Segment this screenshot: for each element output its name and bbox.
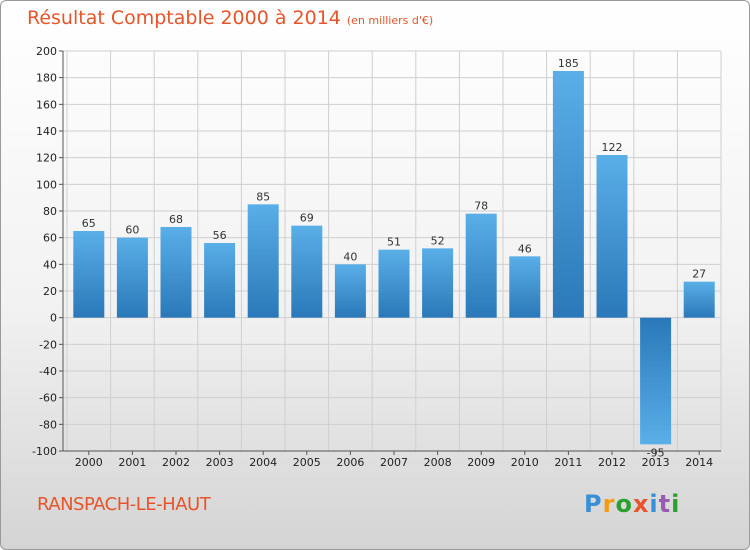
y-tick-label: 40 xyxy=(43,258,57,271)
value-label-2004: 85 xyxy=(256,190,270,203)
bar-2011 xyxy=(552,71,584,318)
x-tick-label: 2008 xyxy=(424,456,452,469)
bar-2004 xyxy=(247,204,279,318)
chart-title-unit: (en milliers d'€) xyxy=(346,14,434,27)
bar-2012 xyxy=(596,155,628,318)
y-tick-label: 200 xyxy=(36,45,57,58)
x-tick-label: 2013 xyxy=(642,456,670,469)
bar-2000 xyxy=(73,231,105,318)
value-label-2003: 56 xyxy=(213,229,227,242)
value-label-2010: 46 xyxy=(518,242,532,255)
bar-2001 xyxy=(116,237,148,318)
bar-2002 xyxy=(160,227,192,318)
logo-letter: i xyxy=(671,490,681,518)
y-tick-label: -80 xyxy=(39,418,57,431)
y-tick-label: 160 xyxy=(36,98,57,111)
y-tick-label: -40 xyxy=(39,365,57,378)
y-tick-label: 140 xyxy=(36,125,57,138)
x-tick-label: 2007 xyxy=(380,456,408,469)
x-tick-label: 2012 xyxy=(598,456,626,469)
value-label-2002: 68 xyxy=(169,213,183,226)
axes: -100 -80 -60 -40 -20 0 20 40 60 80 100 120 140 160 180… xyxy=(32,45,721,469)
y-tick-label: 60 xyxy=(43,232,57,245)
logo-letter: x xyxy=(632,490,650,518)
y-tick-label: 120 xyxy=(36,152,57,165)
commune-name: RANSPACH-LE-HAUT xyxy=(37,494,211,515)
bar-2005 xyxy=(291,225,323,318)
x-tick-label: 2014 xyxy=(685,456,713,469)
chart-title: Résultat Comptable 2000 à 2014 (en millie… xyxy=(27,7,433,29)
value-label-2014: 27 xyxy=(692,268,706,281)
x-tick-label: 2000 xyxy=(75,456,103,469)
logo-letter: P xyxy=(584,490,603,518)
value-label-2008: 52 xyxy=(431,234,445,247)
logo-letter: t xyxy=(658,490,672,518)
y-tick-label: 20 xyxy=(43,285,57,298)
bar-2009 xyxy=(465,213,497,318)
logo-letter: r xyxy=(602,490,616,518)
x-tick-label: 2004 xyxy=(249,456,277,469)
value-label-2012: 122 xyxy=(602,141,623,154)
bar-2006 xyxy=(334,264,366,318)
proxiti-logo: Proxiti xyxy=(584,490,680,518)
x-tick-label: 2010 xyxy=(511,456,539,469)
y-tick-label: -100 xyxy=(32,445,57,458)
y-tick-label: 100 xyxy=(36,178,57,191)
value-label-2005: 69 xyxy=(300,212,314,225)
value-label-2007: 51 xyxy=(387,236,401,249)
logo-letter: i xyxy=(649,490,659,518)
x-tick-label: 2002 xyxy=(162,456,190,469)
y-tick-label: 80 xyxy=(43,205,57,218)
y-tick-label: 180 xyxy=(36,72,57,85)
bar-2010 xyxy=(509,256,541,318)
value-label-2011: 185 xyxy=(558,57,579,70)
bar-2008 xyxy=(422,248,454,318)
value-label-2001: 60 xyxy=(125,224,139,237)
value-labels: 65 60 68 56 85 69 40 51 52 78 46 185 122 -95 27 xyxy=(82,57,706,459)
y-tick-label: 0 xyxy=(50,312,57,325)
logo-letter: o xyxy=(615,490,633,518)
y-tick-label: -20 xyxy=(39,338,57,351)
value-label-2006: 40 xyxy=(343,250,357,263)
y-tick-label: -60 xyxy=(39,392,57,405)
x-tick-label: 2006 xyxy=(336,456,364,469)
x-tick-label: 2009 xyxy=(467,456,495,469)
chart-title-main: Résultat Comptable 2000 à 2014 xyxy=(27,7,341,29)
bar-2007 xyxy=(378,249,410,318)
value-label-2000: 65 xyxy=(82,217,96,230)
bar-2003 xyxy=(204,243,236,318)
value-label-2013: -95 xyxy=(647,446,665,459)
x-tick-label: 2001 xyxy=(118,456,146,469)
bar-2014 xyxy=(683,281,715,318)
bar-2013 xyxy=(640,317,672,445)
x-tick-label: 2003 xyxy=(206,456,234,469)
value-label-2009: 78 xyxy=(474,200,488,213)
x-tick-label: 2005 xyxy=(293,456,321,469)
x-tick-label: 2011 xyxy=(554,456,582,469)
bars xyxy=(73,71,715,445)
